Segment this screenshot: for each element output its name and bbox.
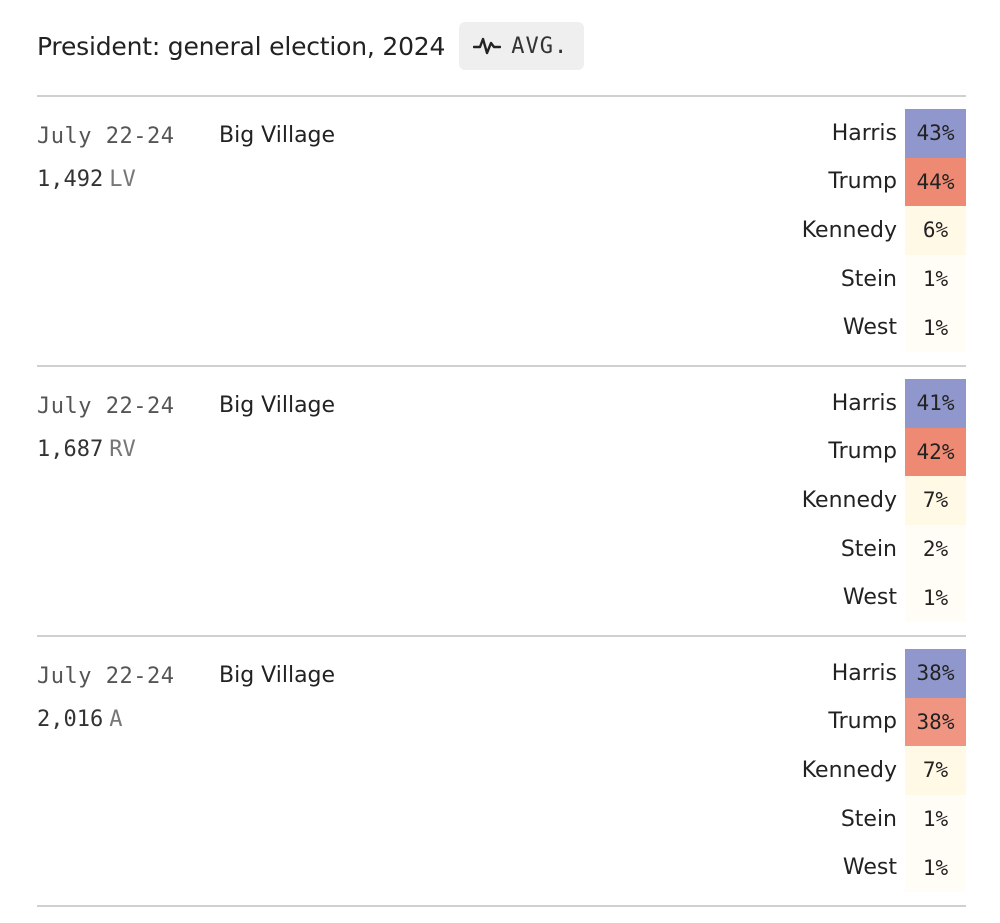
candidate-name: Stein xyxy=(840,536,897,562)
candidate-name: Trump xyxy=(828,439,897,465)
result-pct: 7% xyxy=(905,476,966,525)
candidate-name: West xyxy=(842,315,897,341)
poll-dates: July 22-24 xyxy=(37,664,175,689)
poll-sample: 1,687 RV xyxy=(37,437,136,462)
population-type: RV xyxy=(109,437,136,462)
candidate-name: West xyxy=(842,855,897,881)
average-label: AVG. xyxy=(511,33,569,59)
result-pct: 38% xyxy=(905,697,966,747)
result-row-trump: Trump 38% xyxy=(802,697,966,747)
result-pct: 1% xyxy=(905,303,966,352)
poll-row: July 22-24 2,016 A Big Village Harris 38% … xyxy=(37,635,966,907)
poll-results: Harris 38% Trump 38% Kennedy 7% Stein 1% Wes… xyxy=(802,649,966,892)
pollster-link[interactable]: Big Village xyxy=(219,663,336,688)
candidate-name: Stein xyxy=(840,266,897,292)
result-row-trump: Trump 44% xyxy=(802,157,966,207)
result-pct: 41% xyxy=(905,379,966,428)
poll-sample: 2,016 A xyxy=(37,707,122,732)
result-row-trump: Trump 42% xyxy=(802,427,966,477)
candidate-name: Trump xyxy=(828,169,897,195)
result-pct: 42% xyxy=(905,427,966,477)
result-pct: 1% xyxy=(905,843,966,892)
candidate-name: Harris xyxy=(831,120,897,146)
result-pct: 38% xyxy=(905,649,966,698)
sample-size: 2,016 xyxy=(37,707,104,732)
population-type: LV xyxy=(109,167,136,192)
candidate-name: Harris xyxy=(831,660,897,686)
result-pct: 43% xyxy=(905,109,966,158)
sample-size: 1,687 xyxy=(37,437,104,462)
pollster-link[interactable]: Big Village xyxy=(219,123,336,148)
result-row-west: West 1% xyxy=(802,573,966,622)
result-row-west: West 1% xyxy=(802,843,966,892)
result-pct: 2% xyxy=(905,524,966,574)
candidate-name: Kennedy xyxy=(801,757,897,783)
page-title: President: general election, 2024 xyxy=(37,31,446,61)
result-pct: 1% xyxy=(905,573,966,622)
poll-dates: July 22-24 xyxy=(37,394,175,419)
candidate-name: West xyxy=(842,585,897,611)
average-button[interactable]: AVG. xyxy=(459,22,585,70)
result-row-kennedy: Kennedy 7% xyxy=(802,746,966,795)
result-pct: 1% xyxy=(905,794,966,844)
population-type: A xyxy=(109,707,123,732)
sample-size: 1,492 xyxy=(37,167,104,192)
result-row-stein: Stein 1% xyxy=(802,794,966,844)
polls-list: July 22-24 1,492 LV Big Village Harris 43%… xyxy=(37,95,966,907)
candidate-name: Kennedy xyxy=(801,217,897,243)
result-row-harris: Harris 41% xyxy=(802,379,966,428)
result-pct: 44% xyxy=(905,157,966,207)
poll-dates: July 22-24 xyxy=(37,124,175,149)
result-row-kennedy: Kennedy 7% xyxy=(802,476,966,525)
poll-sample: 1,492 LV xyxy=(37,167,136,192)
candidate-name: Stein xyxy=(840,806,897,832)
poll-results: Harris 43% Trump 44% Kennedy 6% Stein 1% Wes… xyxy=(802,109,966,352)
result-row-kennedy: Kennedy 6% xyxy=(802,206,966,255)
page-header: President: general election, 2024 AVG. xyxy=(37,22,585,70)
poll-row: July 22-24 1,492 LV Big Village Harris 43%… xyxy=(37,95,966,365)
candidate-name: Harris xyxy=(831,390,897,416)
result-row-harris: Harris 43% xyxy=(802,109,966,158)
result-row-harris: Harris 38% xyxy=(802,649,966,698)
candidate-name: Kennedy xyxy=(801,487,897,513)
result-row-stein: Stein 1% xyxy=(802,254,966,304)
result-pct: 6% xyxy=(905,206,966,255)
pulse-icon xyxy=(473,37,502,55)
result-row-west: West 1% xyxy=(802,303,966,352)
poll-row: July 22-24 1,687 RV Big Village Harris 41%… xyxy=(37,365,966,635)
candidate-name: Trump xyxy=(828,709,897,735)
result-pct: 7% xyxy=(905,746,966,795)
result-row-stein: Stein 2% xyxy=(802,524,966,574)
pollster-link[interactable]: Big Village xyxy=(219,393,336,418)
poll-results: Harris 41% Trump 42% Kennedy 7% Stein 2% Wes… xyxy=(802,379,966,622)
result-pct: 1% xyxy=(905,254,966,304)
